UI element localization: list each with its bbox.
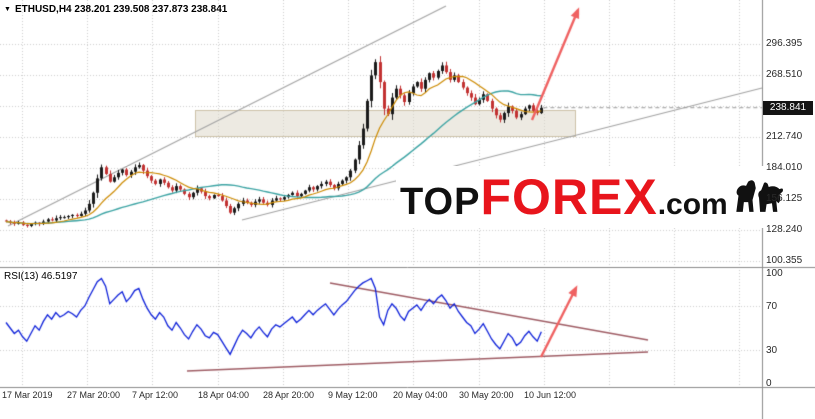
price-axis-label: 212.740	[766, 131, 803, 142]
time-axis-label: 17 Mar 2019	[2, 390, 53, 400]
price-axis-label: 184.010	[766, 162, 803, 173]
rsi-axis-label: 0	[766, 378, 772, 389]
rsi-indicator-label: RSI(13) 46.5197	[4, 271, 78, 282]
watermark-top-text: TOP	[400, 181, 481, 223]
watermark-forex-text: FOREX	[480, 169, 658, 225]
rsi-axis-label: 70	[766, 301, 778, 312]
time-axis-label: 27 Mar 20:00	[67, 390, 121, 400]
price-axis-label: 296.395	[766, 38, 803, 49]
price-axis-label: 128.240	[766, 224, 803, 235]
time-axis-label: 28 Apr 20:00	[263, 390, 315, 400]
price-axis-label: 100.355	[766, 255, 803, 266]
current-price-badge: 238.841	[763, 101, 813, 115]
bull-bear-logo-icon	[732, 174, 786, 220]
time-axis-label: 30 May 20:00	[459, 390, 514, 400]
rsi-axis-label: 30	[766, 345, 778, 356]
rsi-axis-label: 100	[766, 268, 783, 279]
price-axis-label: 268.510	[766, 69, 803, 80]
time-axis-label: 20 May 04:00	[393, 390, 448, 400]
chart-marker-icon: ▼	[4, 5, 11, 13]
price-axis-label: 156.125	[766, 193, 803, 204]
symbol-ohlc-label: ETHUSD,H4 238.201 239.508 237.873 238.84…	[14, 4, 228, 15]
watermark-logo: TOP FOREX .com	[396, 166, 790, 228]
symbol-info: ▼ ETHUSD,H4 238.201 239.508 237.873 238.…	[4, 4, 227, 15]
time-axis-label: 9 May 12:00	[328, 390, 378, 400]
time-axis-label: 18 Apr 04:00	[198, 390, 250, 400]
watermark-com-text: .com	[657, 188, 728, 221]
time-axis-label: 7 Apr 12:00	[132, 390, 179, 400]
time-axis-label: 10 Jun 12:00	[524, 390, 577, 400]
